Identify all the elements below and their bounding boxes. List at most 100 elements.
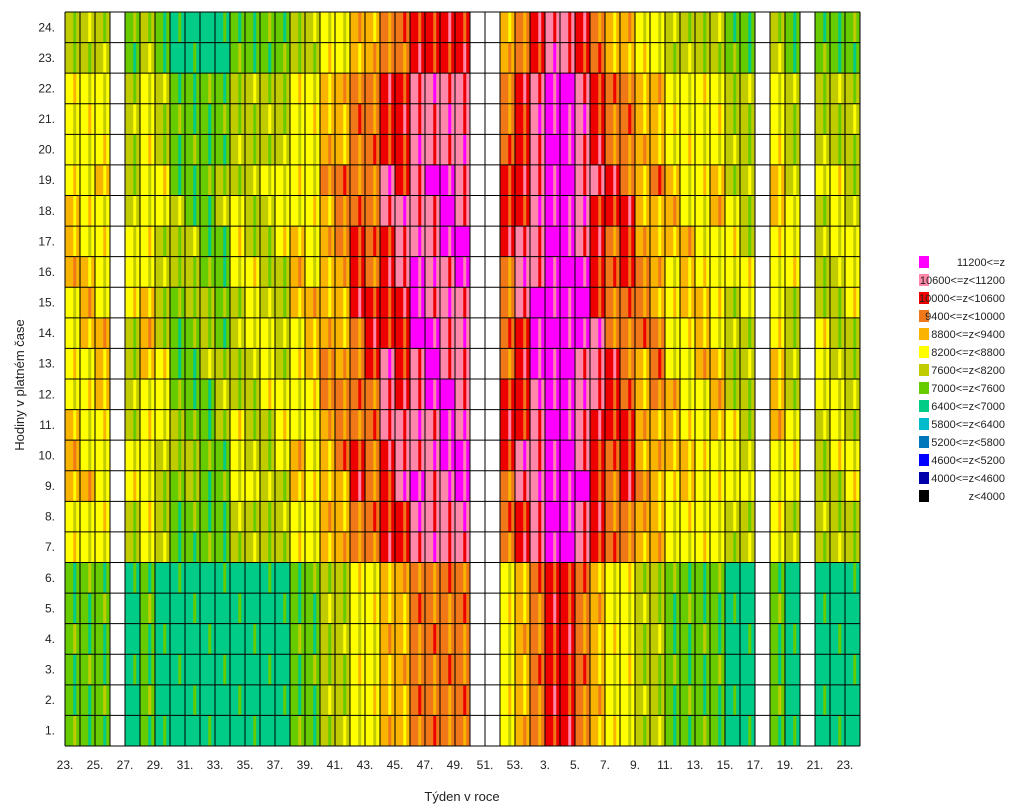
heatmap-cell-stripe: [553, 164, 557, 196]
heatmap-cell: [290, 440, 306, 472]
heatmap-cell: [605, 562, 621, 594]
heatmap-cell: [815, 684, 831, 716]
heatmap-cell: [215, 531, 231, 563]
heatmap-cell: [740, 103, 756, 135]
heatmap-cell: [80, 348, 96, 380]
heatmap-cell: [365, 12, 381, 43]
heatmap-cell: [320, 623, 336, 655]
heatmap-cell-stripe: [88, 440, 92, 472]
heatmap-cell-stripe: [673, 684, 677, 716]
heatmap-cell-stripe: [838, 654, 842, 686]
heatmap-cell: [680, 501, 696, 533]
heatmap-cell: [275, 593, 291, 624]
heatmap-cell-stripe: [688, 501, 692, 533]
heatmap-cell: [245, 12, 261, 43]
y-tick-label: 23.: [38, 51, 55, 65]
heatmap-cell-stripe: [658, 195, 662, 227]
heatmap-cell-stripe: [73, 103, 77, 135]
heatmap-cell: [725, 684, 741, 716]
heatmap-cell: [275, 348, 291, 380]
heatmap-cell-stripe: [73, 501, 77, 533]
heatmap-cell: [515, 348, 531, 380]
heatmap-cell-stripe: [643, 195, 647, 227]
heatmap-cell: [695, 103, 711, 135]
heatmap-cell-stripe: [508, 73, 512, 105]
y-tick-label: 24.: [38, 20, 55, 34]
heatmap-cell: [395, 256, 411, 288]
heatmap-cell-stripe: [373, 715, 377, 747]
heatmap-cell-stripe: [583, 42, 587, 74]
heatmap-cell-stripe: [613, 195, 617, 227]
heatmap-cell-stripe: [778, 73, 782, 105]
heatmap-cell: [620, 593, 636, 624]
heatmap-cell: [665, 715, 681, 747]
heatmap-cell-stripe: [163, 379, 167, 410]
heatmap-cell-stripe: [88, 12, 92, 43]
heatmap-cell: [140, 501, 156, 533]
heatmap-cell-stripe: [658, 654, 662, 686]
heatmap-cell: [560, 409, 576, 441]
heatmap-cell-stripe: [313, 379, 317, 410]
heatmap-cell: [290, 256, 306, 288]
heatmap-cell: [560, 348, 576, 380]
heatmap-cell: [185, 379, 201, 410]
heatmap-cell-stripe: [208, 440, 212, 472]
heatmap-cell: [695, 164, 711, 196]
heatmap-cell-stripe: [718, 531, 722, 563]
heatmap-cell-stripe: [613, 103, 617, 135]
heatmap-cell: [695, 134, 711, 166]
heatmap-cell: [290, 623, 306, 655]
heatmap-cell: [440, 103, 456, 135]
heatmap-cell: [545, 654, 561, 686]
heatmap-cell: [650, 531, 666, 563]
heatmap-cell: [455, 684, 471, 716]
heatmap-cell-stripe: [568, 42, 572, 74]
heatmap-cell: [650, 256, 666, 288]
heatmap-cell-stripe: [463, 103, 467, 135]
heatmap-cell-stripe: [658, 348, 662, 380]
heatmap-cell: [590, 562, 606, 594]
heatmap-cell: [125, 226, 141, 257]
heatmap-cell: [395, 226, 411, 257]
heatmap-cell-stripe: [223, 440, 227, 472]
x-tick-label: 3.: [540, 758, 550, 772]
heatmap-cell: [305, 531, 321, 563]
heatmap-cell-stripe: [133, 623, 137, 655]
heatmap-cell-stripe: [508, 317, 512, 349]
heatmap-cell: [215, 12, 231, 43]
heatmap-cell-stripe: [598, 103, 602, 135]
heatmap-cell: [200, 440, 216, 472]
heatmap-cell-stripe: [838, 470, 842, 502]
x-tick-label: 35.: [237, 758, 254, 772]
heatmap-cell: [710, 195, 726, 227]
heatmap-cell-stripe: [418, 409, 422, 441]
heatmap-cell: [425, 164, 441, 196]
heatmap-cell: [440, 226, 456, 257]
x-tick-label: 49.: [447, 758, 464, 772]
heatmap-cell: [665, 348, 681, 380]
heatmap-cell: [365, 287, 381, 319]
heatmap-cell-stripe: [463, 715, 467, 747]
heatmap-cell: [395, 287, 411, 319]
heatmap-cell: [350, 195, 366, 227]
heatmap-cell-stripe: [568, 715, 572, 747]
heatmap-cell: [125, 103, 141, 135]
heatmap-cell: [95, 623, 111, 655]
heatmap-cell: [620, 715, 636, 747]
heatmap-cell: [170, 531, 186, 563]
heatmap-cell: [455, 562, 471, 594]
heatmap-cell-stripe: [283, 531, 287, 563]
heatmap-cell: [380, 134, 396, 166]
heatmap-cell-stripe: [103, 256, 107, 288]
heatmap-cell: [365, 654, 381, 686]
heatmap-cell: [290, 195, 306, 227]
heatmap-cell-stripe: [238, 134, 242, 166]
heatmap-cell-stripe: [823, 73, 827, 105]
heatmap-cell-stripe: [688, 73, 692, 105]
heatmap-cell: [95, 73, 111, 105]
heatmap-cell: [500, 684, 516, 716]
heatmap-cell-stripe: [613, 593, 617, 624]
heatmap-cell-stripe: [748, 684, 752, 716]
heatmap-cell-stripe: [733, 654, 737, 686]
heatmap-cell: [200, 470, 216, 502]
